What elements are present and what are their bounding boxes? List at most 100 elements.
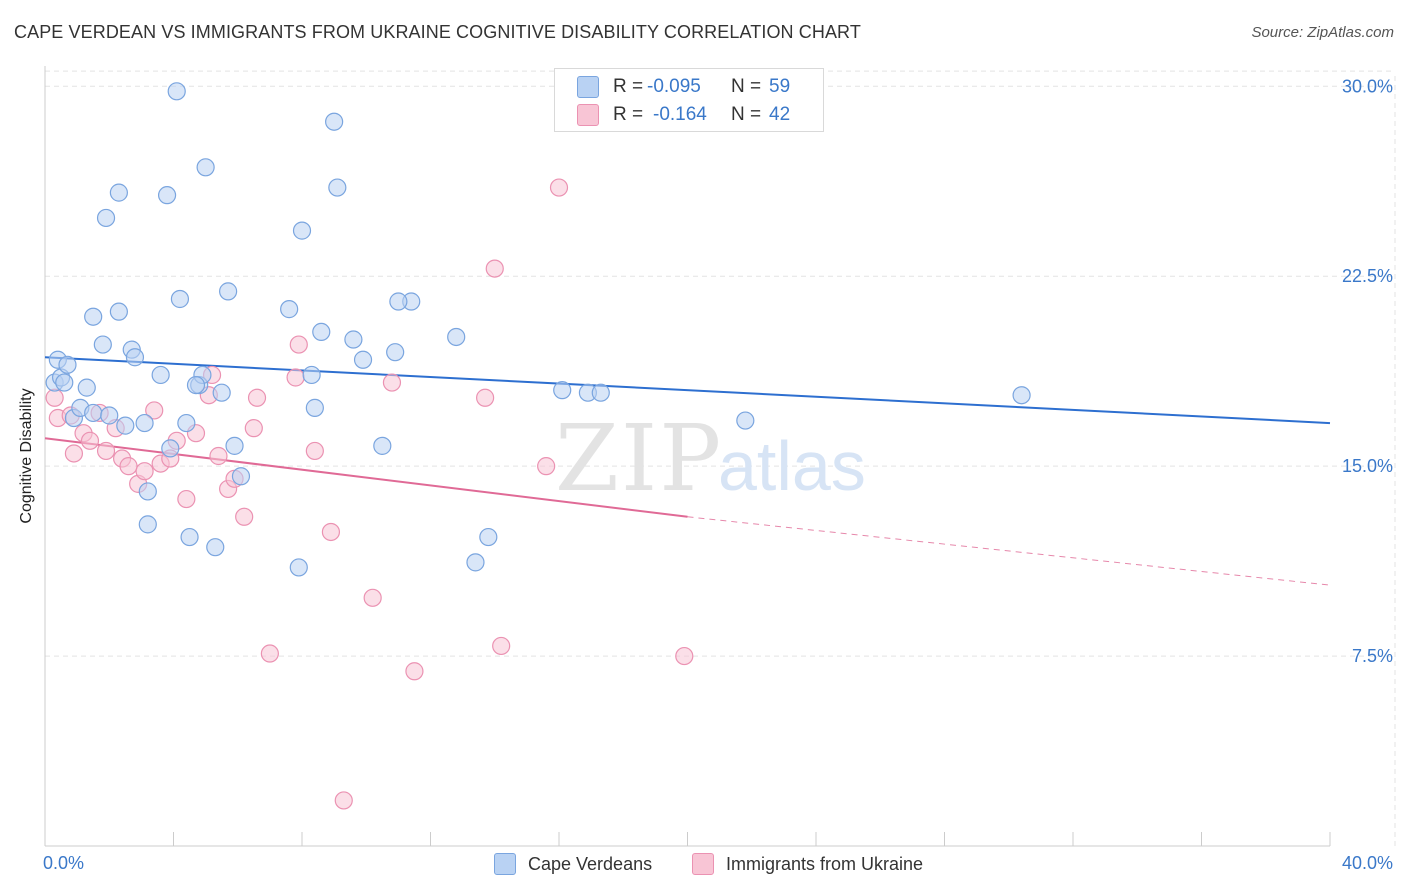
legend-n-value: 42 — [769, 104, 791, 125]
data-point-cape-verdeans — [1012, 386, 1031, 405]
data-point-cape-verdeans — [125, 348, 145, 367]
data-point-ukraine — [244, 419, 263, 438]
data-point-ukraine — [549, 178, 569, 197]
data-point-ukraine — [80, 431, 100, 450]
stats-legend: R = -0.095 N = 59 R = -0.164 N = 42 — [554, 68, 824, 132]
legend-r-value: -0.164 — [653, 104, 707, 125]
trend-line-cape-verdeans — [44, 356, 1331, 425]
data-point-cape-verdeans — [58, 355, 77, 374]
data-point-ukraine — [305, 441, 324, 461]
data-point-cape-verdeans — [344, 330, 363, 349]
y-tick-label: 22.5% — [1342, 266, 1393, 286]
watermark-atlas: atlas — [718, 427, 866, 505]
data-point-cape-verdeans — [479, 527, 498, 547]
data-point-cape-verdeans — [116, 416, 135, 435]
data-point-cape-verdeans — [231, 467, 251, 486]
legend-row-cape-verdeans: R = -0.095 N = 59 — [577, 73, 790, 101]
legend-r-label: R = — [613, 76, 644, 97]
watermark-zip: ZIP — [555, 405, 723, 512]
trend-line-ukraine — [44, 437, 688, 518]
chart-title: CAPE VERDEAN VS IMMIGRANTS FROM UKRAINE … — [14, 22, 861, 42]
data-point-ukraine — [382, 373, 402, 392]
x-tick-label: 40.0% — [1342, 853, 1393, 873]
data-point-cape-verdeans — [305, 398, 324, 417]
data-point-cape-verdeans — [138, 482, 157, 501]
legend-r-label: R = — [613, 104, 644, 125]
data-point-ukraine — [363, 588, 382, 607]
zipatlas-watermark: ZIP atlas — [555, 405, 866, 512]
data-point-cape-verdeans — [289, 558, 308, 577]
data-point-cape-verdeans — [292, 221, 312, 240]
data-point-cape-verdeans — [55, 373, 74, 392]
data-point-cape-verdeans — [386, 343, 405, 362]
data-point-cape-verdeans — [325, 112, 344, 131]
data-point-cape-verdeans — [167, 82, 186, 101]
data-point-ukraine — [260, 644, 279, 663]
data-point-ukraine — [235, 507, 254, 526]
data-point-ukraine — [64, 444, 84, 463]
data-point-cape-verdeans — [219, 282, 238, 301]
data-point-ukraine — [209, 446, 228, 466]
data-point-ukraine — [286, 368, 305, 387]
data-point-cape-verdeans — [161, 439, 180, 458]
source-label: Source: ZipAtlas.com — [1251, 24, 1394, 41]
series-cape-verdeans — [45, 82, 1031, 577]
legend-swatch-blue — [577, 76, 599, 98]
data-point-cape-verdeans — [447, 327, 466, 347]
data-point-cape-verdeans — [180, 527, 199, 547]
data-point-cape-verdeans — [100, 406, 119, 425]
data-point-ukraine — [45, 388, 64, 407]
data-point-cape-verdeans — [109, 302, 128, 321]
data-point-cape-verdeans — [177, 413, 196, 433]
data-point-ukraine — [119, 457, 138, 476]
data-point-cape-verdeans — [157, 186, 177, 205]
data-point-cape-verdeans — [312, 322, 331, 342]
data-point-cape-verdeans — [138, 515, 157, 534]
data-point-cape-verdeans — [196, 158, 215, 177]
data-point-cape-verdeans — [225, 436, 244, 455]
legend-row-ukraine: R = -0.164 N = 42 — [577, 101, 790, 129]
bottom-legend-label: Cape Verdeans — [528, 853, 653, 874]
legend-n-value: 59 — [769, 76, 791, 97]
x-tick-label: 0.0% — [43, 853, 84, 873]
axes — [44, 66, 1331, 847]
bottom-legend-label: Immigrants from Ukraine — [726, 853, 924, 874]
data-point-cape-verdeans — [84, 307, 103, 326]
data-point-ukraine — [492, 636, 511, 656]
legend-swatch-pink — [577, 104, 599, 126]
data-point-ukraine — [405, 662, 424, 681]
data-point-cape-verdeans — [151, 365, 170, 385]
data-point-cape-verdeans — [135, 413, 154, 433]
legend-r-value: -0.095 — [647, 76, 701, 97]
data-point-ukraine — [177, 489, 196, 509]
series-immigrants-from-ukraine — [45, 178, 694, 810]
data-point-cape-verdeans — [109, 183, 128, 202]
data-point-cape-verdeans — [591, 383, 610, 402]
bottom-legend-swatch-blue — [494, 853, 516, 875]
legend-n-label: N = — [731, 76, 762, 97]
data-point-cape-verdeans — [77, 378, 96, 397]
bottom-legend-swatch-pink — [692, 853, 714, 875]
data-point-cape-verdeans — [389, 292, 408, 311]
data-point-cape-verdeans — [96, 208, 116, 228]
y-axis-label: Cognitive Disability — [18, 388, 35, 524]
data-point-cape-verdeans — [280, 300, 299, 319]
data-point-cape-verdeans — [206, 538, 225, 557]
data-point-cape-verdeans — [553, 381, 572, 400]
data-point-cape-verdeans — [328, 178, 347, 197]
y-tick-label: 30.0% — [1342, 76, 1393, 96]
data-point-ukraine — [247, 388, 267, 407]
data-point-ukraine — [321, 522, 341, 542]
data-point-cape-verdeans — [212, 383, 231, 402]
data-point-ukraine — [485, 259, 504, 278]
y-tick-label: 15.0% — [1342, 456, 1393, 476]
data-point-ukraine — [476, 388, 495, 407]
data-point-cape-verdeans — [84, 403, 103, 423]
data-point-cape-verdeans — [186, 375, 206, 395]
data-point-ukraine — [96, 441, 116, 461]
trend-line-ukraine-extension — [687, 516, 1331, 586]
data-point-cape-verdeans — [170, 289, 190, 309]
data-point-ukraine — [675, 646, 694, 666]
data-point-cape-verdeans — [736, 411, 755, 430]
